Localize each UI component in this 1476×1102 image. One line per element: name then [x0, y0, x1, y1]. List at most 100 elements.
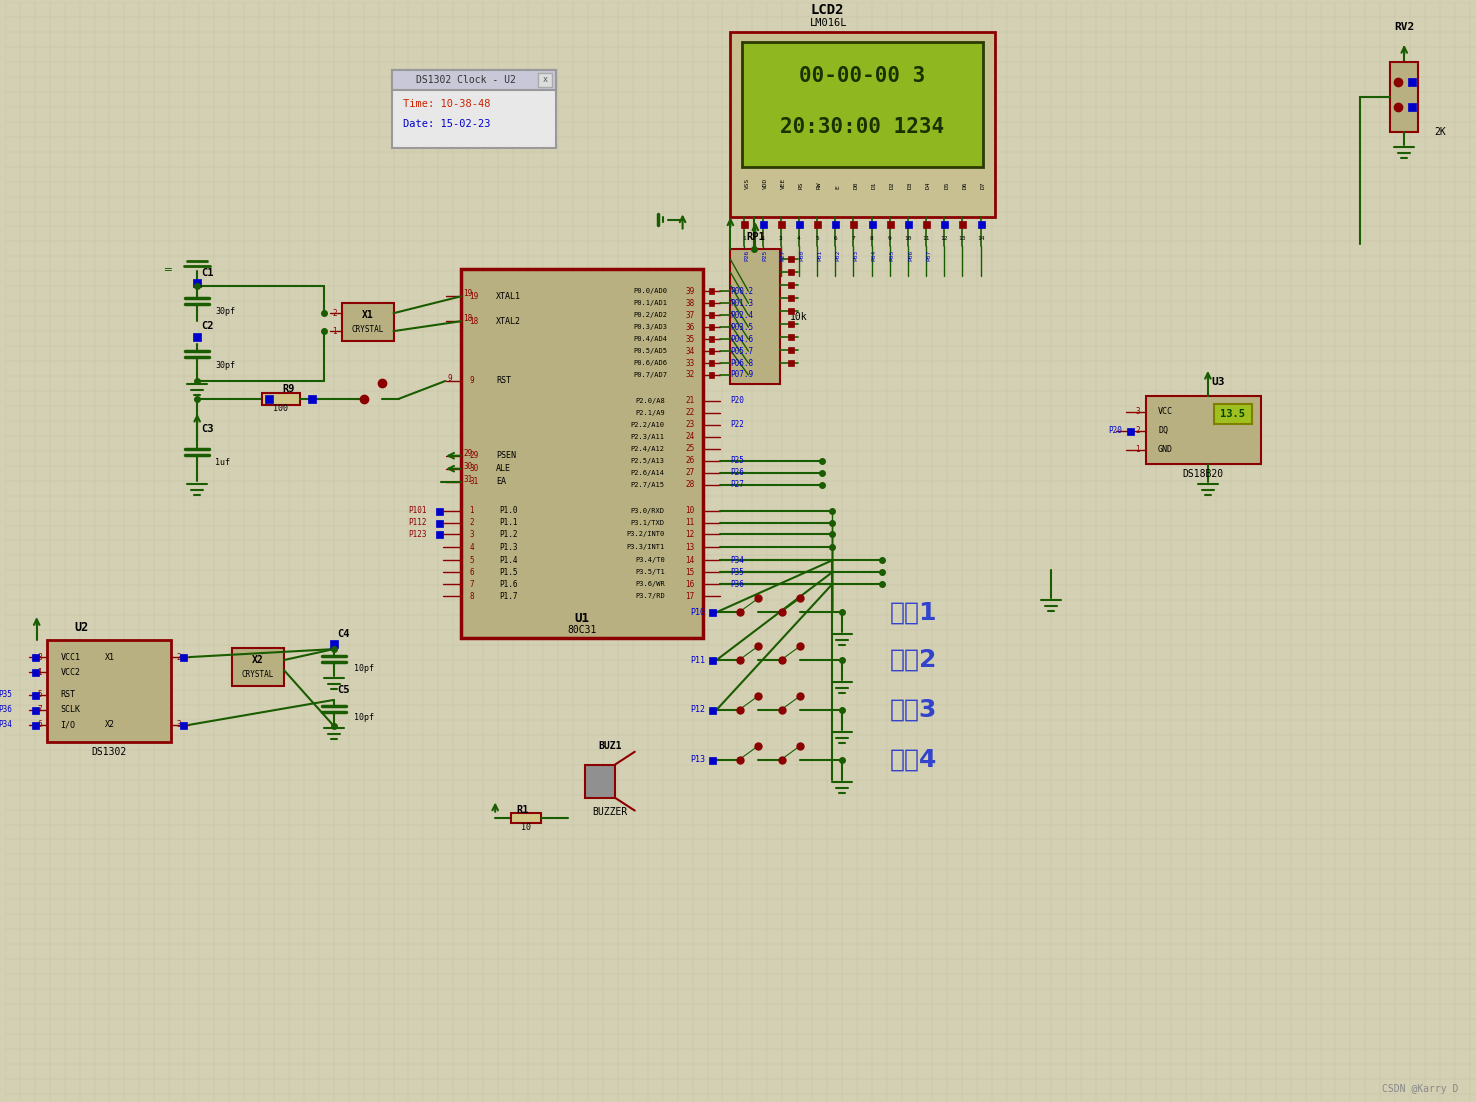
Text: CRYSTAL: CRYSTAL: [242, 670, 275, 679]
Text: 6: 6: [834, 236, 837, 241]
Text: P13: P13: [691, 755, 706, 765]
Text: U1: U1: [574, 612, 589, 625]
Text: P35: P35: [0, 691, 12, 700]
Text: P2.4/A12: P2.4/A12: [630, 445, 664, 452]
Text: RW: RW: [818, 181, 822, 188]
Text: SCLK: SCLK: [61, 705, 81, 714]
Text: VEE: VEE: [781, 177, 785, 188]
Text: 30pf: 30pf: [215, 360, 235, 369]
Text: P1.0: P1.0: [499, 506, 518, 515]
Bar: [832, 222, 840, 228]
Text: U2: U2: [74, 620, 89, 634]
Text: 38: 38: [685, 299, 695, 307]
Text: 1: 1: [1135, 445, 1139, 454]
Text: P0.2/AD2: P0.2/AD2: [633, 312, 667, 318]
Text: LM016L: LM016L: [810, 18, 847, 29]
Bar: [437, 508, 443, 515]
Text: 32: 32: [685, 370, 695, 379]
Bar: [850, 222, 858, 228]
Text: 100: 100: [273, 404, 288, 413]
Text: 10pf: 10pf: [354, 713, 373, 723]
Text: C1: C1: [201, 268, 214, 279]
Text: 10: 10: [905, 236, 912, 241]
Text: P2.1/A9: P2.1/A9: [635, 410, 664, 415]
Text: 13: 13: [685, 543, 695, 552]
Bar: [708, 300, 714, 306]
Text: 10pf: 10pf: [354, 663, 373, 672]
Text: 13: 13: [959, 236, 967, 241]
Text: 36: 36: [685, 323, 695, 332]
Bar: [922, 222, 930, 228]
Text: 30: 30: [469, 464, 478, 473]
Text: RS: RS: [799, 181, 804, 188]
Text: P05.7: P05.7: [731, 346, 754, 356]
Text: P06.8: P06.8: [731, 358, 754, 368]
Text: U3: U3: [1212, 377, 1225, 387]
Text: 33: 33: [685, 358, 695, 368]
Text: 9: 9: [469, 377, 474, 386]
Text: 12: 12: [940, 236, 948, 241]
Text: D2: D2: [890, 181, 894, 188]
Bar: [31, 706, 38, 714]
Text: P3.6/WR: P3.6/WR: [635, 582, 664, 587]
Text: E: E: [835, 185, 840, 188]
Bar: [708, 312, 714, 318]
Text: P36: P36: [0, 705, 12, 714]
Bar: [815, 222, 821, 228]
Bar: [308, 395, 316, 403]
Text: 8: 8: [869, 236, 874, 241]
Bar: [708, 336, 714, 342]
Text: P03: P03: [853, 250, 859, 261]
Text: P0.0/AD0: P0.0/AD0: [633, 289, 667, 294]
Bar: [788, 269, 794, 276]
Bar: [731, 32, 995, 216]
Text: P0.4/AD4: P0.4/AD4: [633, 336, 667, 342]
Bar: [180, 722, 187, 728]
Text: 29: 29: [463, 450, 472, 458]
Text: P36: P36: [731, 580, 744, 588]
Text: D7: D7: [980, 181, 986, 188]
Text: 22: 22: [685, 409, 695, 418]
Text: VSS: VSS: [744, 177, 750, 188]
Bar: [710, 757, 716, 764]
Text: LCD2: LCD2: [810, 3, 844, 18]
Text: 3: 3: [1135, 408, 1139, 417]
Text: P11: P11: [691, 656, 706, 665]
Text: P34: P34: [731, 555, 744, 565]
Text: 1: 1: [37, 668, 41, 677]
Text: P00: P00: [799, 250, 804, 261]
Text: P123: P123: [407, 530, 427, 539]
Text: P25: P25: [731, 456, 744, 465]
Text: 14: 14: [977, 236, 984, 241]
Text: 1: 1: [469, 506, 474, 515]
Text: 25: 25: [685, 444, 695, 453]
Text: 10k: 10k: [790, 312, 807, 322]
Text: P02.4: P02.4: [731, 311, 754, 320]
Text: 7: 7: [852, 236, 855, 241]
Bar: [511, 812, 542, 822]
Text: 18: 18: [469, 316, 478, 326]
Text: 21: 21: [685, 397, 695, 406]
Text: P3.1/TXD: P3.1/TXD: [630, 519, 664, 526]
Bar: [1390, 62, 1418, 132]
Bar: [391, 71, 556, 148]
Bar: [31, 692, 38, 699]
Bar: [788, 347, 794, 353]
Text: 80C31: 80C31: [567, 625, 596, 635]
Bar: [742, 42, 983, 166]
Text: C2: C2: [201, 321, 214, 332]
Text: C4: C4: [338, 629, 350, 639]
Bar: [710, 706, 716, 714]
Text: 6: 6: [37, 721, 41, 730]
Text: 3: 3: [779, 236, 782, 241]
Bar: [31, 655, 38, 661]
Text: P07.9: P07.9: [731, 370, 754, 379]
Bar: [193, 279, 201, 288]
Bar: [788, 282, 794, 289]
Text: RP1: RP1: [745, 233, 765, 242]
Bar: [391, 71, 556, 90]
Text: 4: 4: [469, 543, 474, 552]
Bar: [778, 222, 785, 228]
Text: 28: 28: [685, 480, 695, 489]
Text: D3: D3: [908, 181, 914, 188]
